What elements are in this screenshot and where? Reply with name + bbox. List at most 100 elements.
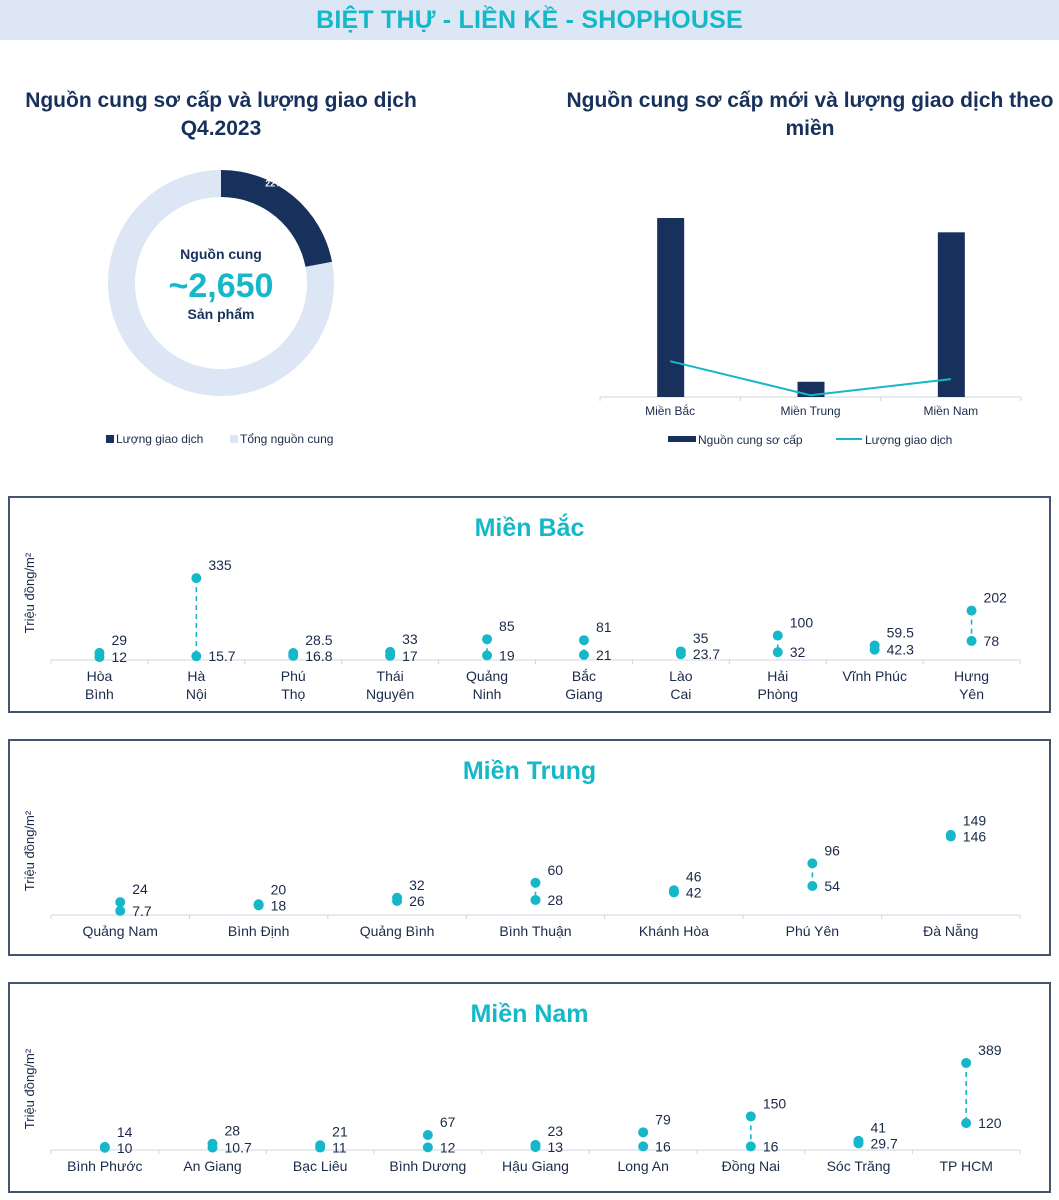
value-label-low: 18	[271, 897, 287, 913]
value-label-high: 202	[984, 590, 1008, 606]
x-tick-label: Quảng	[466, 668, 508, 684]
point-low	[422, 1142, 433, 1153]
x-tick-label: Ninh	[473, 686, 502, 702]
x-tick-label: Đồng Nai	[722, 1158, 780, 1174]
line-luong-giao-dich	[669, 360, 951, 397]
point-high	[99, 1141, 110, 1152]
x-tick-label: Quảng Bình	[360, 923, 435, 939]
x-tick-label: Bình Dương	[389, 1158, 466, 1174]
value-label-low: 13	[548, 1139, 564, 1155]
donut-chart-title: Nguồn cung sơ cấp và lượng giao dịch Q4.…	[25, 89, 417, 140]
donut-center-value: ~2,650	[169, 267, 274, 305]
point-high	[638, 1127, 649, 1138]
point-low	[191, 651, 202, 662]
value-label-high: 32	[409, 877, 425, 893]
point-high	[668, 885, 679, 896]
point-high	[315, 1140, 326, 1151]
y-axis-label: Triệu đồng/m²	[22, 810, 37, 891]
value-label-low: 16	[655, 1138, 671, 1154]
x-tick-label: Yên	[959, 686, 984, 702]
value-label-high: 35	[693, 630, 709, 646]
value-label-low: 146	[963, 829, 987, 845]
value-label-high: 21	[332, 1124, 348, 1140]
panel-mien-nam: Miền Nam Triệu đồng/m² 14 10 Bình Phước 28 10.…	[8, 982, 1051, 1193]
x-tick-label: Thọ	[281, 686, 305, 702]
panel-title: Miền Trung	[463, 757, 596, 785]
region-bar-chart: Miền Bắc Miền Trung Miền Nam Nguồn cung sơ …	[599, 218, 1022, 447]
legend-label-luong-giao-dich: Lượng giao dịch	[865, 433, 952, 447]
x-tick-label: Quảng Nam	[82, 923, 157, 939]
value-label-high: 96	[824, 842, 840, 858]
x-tick-label: Hậu Giang	[502, 1158, 569, 1174]
point-high	[422, 1130, 433, 1141]
value-label-high: 24	[132, 881, 148, 897]
bar-nguon-cung	[937, 232, 965, 397]
x-tick-label: Hải	[767, 668, 788, 684]
x-tick-label: Miền Trung	[780, 404, 840, 418]
panel-mien-trung: Miền Trung Triệu đồng/m² 24 7.7 Quảng Nam 20 1…	[8, 739, 1051, 956]
value-label-high: 59.5	[887, 624, 914, 640]
point-low	[530, 894, 541, 905]
value-label-high: 28.5	[305, 632, 332, 648]
point-low	[807, 880, 818, 891]
value-label-high: 389	[978, 1042, 1002, 1058]
point-high	[253, 899, 264, 910]
point-high	[578, 635, 589, 646]
point-high	[772, 630, 783, 641]
point-high	[94, 647, 105, 658]
legend-label-luong-giao-dich: Lượng giao dịch	[116, 432, 203, 446]
x-tick-label: Phòng	[758, 686, 798, 702]
x-tick-label: Giang	[565, 686, 602, 702]
point-high	[530, 1139, 541, 1150]
donut-slice-label: 22%	[265, 178, 283, 188]
value-label-high: 85	[499, 618, 515, 634]
x-tick-label: Phú Yên	[786, 923, 839, 939]
x-tick-label: Nguyên	[366, 686, 414, 702]
donut-center-label-top: Nguồn cung	[180, 246, 262, 262]
point-high	[745, 1111, 756, 1122]
page-title: BIỆT THỰ - LIỀN KỀ - SHOPHOUSE	[316, 5, 743, 34]
legend-label-tong-nguon-cung: Tổng nguồn cung	[240, 432, 333, 446]
x-tick-label: Bắc	[572, 668, 596, 684]
value-label-low: 28	[548, 892, 564, 908]
value-label-low: 11	[332, 1140, 347, 1156]
value-label-high: 20	[271, 881, 287, 897]
value-label-high: 150	[763, 1095, 787, 1111]
value-label-low: 10	[117, 1140, 133, 1156]
point-high	[869, 640, 880, 651]
point-high	[807, 858, 818, 869]
x-tick-label: Hà	[187, 668, 205, 684]
value-label-high: 81	[596, 619, 612, 635]
donut-slice-luong-giao-dich	[221, 170, 332, 267]
x-tick-label: Bình Định	[228, 923, 289, 939]
value-label-high: 79	[655, 1111, 671, 1127]
point-high	[288, 648, 299, 659]
point-high	[853, 1135, 864, 1146]
x-tick-label: Bạc Liêu	[293, 1158, 347, 1174]
point-low	[966, 635, 977, 646]
legend-swatch-luong-giao-dich	[106, 435, 114, 443]
value-label-low: 16	[763, 1138, 779, 1154]
legend-label-nguon-cung: Nguồn cung sơ cấp	[698, 433, 803, 447]
point-low	[115, 905, 126, 916]
donut-center-label-bottom: Sản phẩm	[188, 306, 255, 322]
value-label-low: 17	[402, 648, 418, 664]
value-label-high: 60	[548, 862, 564, 878]
x-tick-label: Nội	[186, 686, 207, 702]
value-label-low: 29.7	[871, 1135, 898, 1151]
x-tick-label: Thái	[377, 668, 404, 684]
bar-chart-title: Nguồn cung sơ cấp mới và lượng giao dịch…	[566, 89, 1054, 140]
value-label-low: 12	[111, 649, 127, 665]
value-label-high: 29	[111, 632, 127, 648]
y-axis-label: Triệu đồng/m²	[22, 552, 37, 633]
value-label-high: 67	[440, 1114, 456, 1130]
value-label-high: 100	[790, 615, 814, 631]
legend-swatch-nguon-cung	[668, 436, 696, 442]
x-tick-label: Phú	[281, 668, 306, 684]
point-high	[385, 646, 396, 657]
x-tick-label: Hòa	[87, 668, 113, 684]
panel-title: Miền Nam	[470, 1000, 588, 1028]
value-label-low: 15.7	[208, 648, 235, 664]
